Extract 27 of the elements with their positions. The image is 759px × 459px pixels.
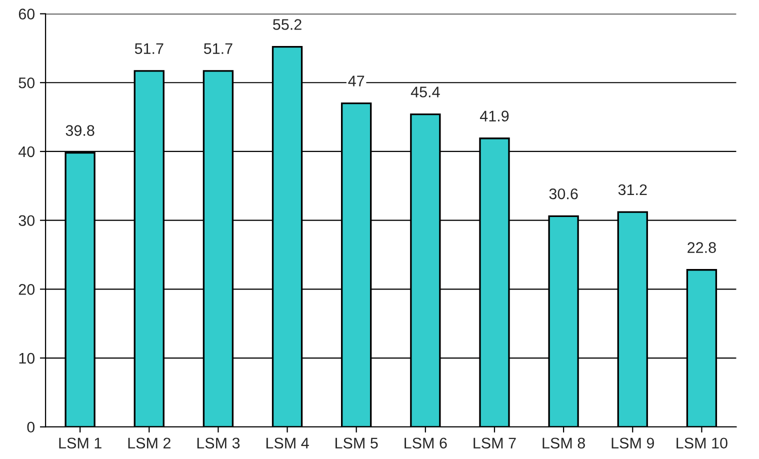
y-tick-label: 50 — [18, 77, 35, 88]
data-label: 55.2 — [273, 19, 302, 30]
x-tick-label: LSM 4 — [266, 438, 309, 449]
x-tick-label: LSM 8 — [542, 438, 585, 449]
data-label: 39.8 — [66, 125, 94, 136]
y-tick-label: 20 — [18, 284, 35, 295]
data-label: 47 — [348, 76, 364, 86]
data-label: 51.7 — [204, 43, 232, 54]
y-tick-label: 40 — [18, 146, 35, 158]
y-tick-label: 30 — [18, 215, 35, 226]
y-tick-label: 10 — [19, 352, 35, 364]
x-tick-label: LSM 6 — [404, 438, 447, 449]
data-label: 41.9 — [480, 110, 509, 122]
x-tick-label: LSM 2 — [128, 438, 170, 449]
x-tick-label: LSM 7 — [474, 438, 516, 449]
x-tick-label: LSM 10 — [676, 438, 728, 449]
x-tick-label: LSM 5 — [336, 438, 378, 449]
data-label: 30.6 — [549, 188, 578, 200]
x-tick-label: LSM 1 — [59, 438, 102, 449]
y-tick-label: 60 — [18, 8, 35, 20]
data-label: 51.7 — [134, 43, 164, 54]
x-tick-label: LSM 9 — [612, 438, 654, 449]
data-label: 45.4 — [410, 86, 440, 98]
x-tick-label: LSM 3 — [197, 438, 240, 449]
y-tick-label: 0 — [27, 422, 35, 433]
data-label: 22.8 — [688, 242, 716, 253]
data-label: 31.2 — [618, 184, 647, 196]
